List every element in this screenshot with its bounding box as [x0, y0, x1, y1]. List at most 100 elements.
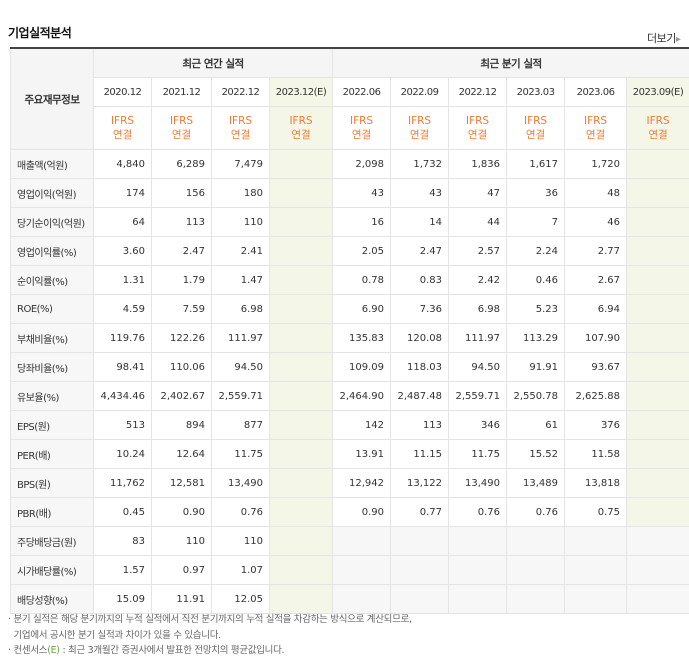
annual-value-cell: 2,559.71	[211, 381, 270, 411]
accounting-standard-header: IFRS 연결	[448, 106, 508, 150]
quarter-value-cell: 2.67	[564, 265, 628, 295]
quarter-value-cell	[332, 584, 392, 614]
annual-value-cell: 7.59	[151, 294, 212, 324]
quarter-value-cell: 14	[390, 207, 450, 237]
quarter-value-cell: 113.29	[506, 323, 566, 353]
quarter-value-cell: 94.50	[448, 352, 508, 382]
row-label: ROE(%)	[10, 294, 94, 324]
ifrs-label: IFRS	[228, 115, 253, 127]
quarter-value-cell	[506, 526, 566, 556]
quarter-value-cell: 36	[506, 178, 566, 208]
annual-value-cell: 94.50	[211, 352, 270, 382]
quarter-value-cell	[626, 149, 689, 179]
consolidated-label: 연결	[585, 129, 606, 141]
annual-value-cell: 12.05	[211, 584, 270, 614]
ifrs-label: IFRS	[407, 115, 432, 127]
annual-value-cell	[268, 584, 334, 614]
accounting-standard-header: IFRS 연결	[93, 106, 152, 150]
quarter-value-cell: 376	[564, 410, 628, 440]
annual-value-cell: 2,402.67	[151, 381, 212, 411]
consolidated-label: 연결	[351, 129, 372, 141]
consolidated-label: 연결	[171, 129, 192, 141]
row-label: 당기순이익(억원)	[10, 207, 94, 237]
annual-value-cell: 98.41	[93, 352, 152, 382]
table-row: ROE(%) 4.59 7.59 6.98 6.90 7.36 6.98 5.23 6.94	[10, 294, 689, 324]
annual-value-cell: 110	[211, 207, 270, 237]
quarter-value-cell: 61	[506, 410, 566, 440]
quarter-value-cell: 109.09	[332, 352, 392, 382]
row-label: 순이익률(%)	[10, 265, 94, 295]
annual-value-cell: 4,840	[93, 149, 152, 179]
period-header: 2022.12	[211, 77, 270, 107]
annual-value-cell: 0.90	[151, 497, 212, 527]
quarter-value-cell	[626, 526, 689, 556]
quarter-value-cell: 1,732	[390, 149, 450, 179]
quarter-value-cell: 111.97	[448, 323, 508, 353]
annual-value-cell	[268, 178, 334, 208]
note-line: · 분기 실적은 해당 분기까지의 누적 실적에서 직전 분기까지의 누적 실적…	[8, 614, 412, 625]
annual-value-cell: 11.91	[151, 584, 212, 614]
quarter-value-cell: 13,122	[390, 468, 450, 498]
quarter-value-cell	[448, 584, 508, 614]
quarter-value-cell: 11.75	[448, 439, 508, 469]
quarter-value-cell: 48	[564, 178, 628, 208]
annual-value-cell: 110.06	[151, 352, 212, 382]
annual-value-cell: 113	[151, 207, 212, 237]
quarter-value-cell	[626, 410, 689, 440]
annual-value-cell: 110	[211, 526, 270, 556]
quarter-value-cell	[448, 555, 508, 585]
quarter-value-cell	[626, 381, 689, 411]
quarter-value-cell: 0.76	[448, 497, 508, 527]
annual-value-cell: 11,762	[93, 468, 152, 498]
quarter-value-cell: 346	[448, 410, 508, 440]
quarter-value-cell: 2,464.90	[332, 381, 392, 411]
quarter-value-cell	[564, 555, 628, 585]
table-row: 영업이익률(%) 3.60 2.47 2.41 2.05 2.47 2.57 2.24 2.77	[10, 236, 689, 266]
more-label: 더보기	[647, 32, 676, 45]
table-row: 유보율(%) 4,434.46 2,402.67 2,559.71 2,464.90 2,…	[10, 381, 689, 411]
quarter-value-cell: 1,720	[564, 149, 628, 179]
table-row: 당기순이익(억원) 64 113 110 16 14 44 7 46	[10, 207, 689, 237]
quarter-value-cell: 0.83	[390, 265, 450, 295]
quarter-value-cell	[390, 526, 450, 556]
quarter-value-cell: 13,490	[448, 468, 508, 498]
annual-value-cell: 156	[151, 178, 212, 208]
annual-value-cell	[268, 439, 334, 469]
quarter-value-cell: 7.36	[390, 294, 450, 324]
annual-value-cell: 0.97	[151, 555, 212, 585]
more-link[interactable]: 더보기▸	[647, 30, 681, 46]
consolidated-label: 연결	[648, 129, 668, 141]
annual-value-cell	[268, 555, 334, 585]
table-row: 영업이익(억원) 174 156 180 43 43 47 36 48	[10, 178, 689, 208]
consolidated-label: 연결	[291, 129, 311, 141]
quarter-value-cell	[626, 294, 689, 324]
period-header: 2023.03	[506, 77, 566, 107]
annual-value-cell: 11.75	[211, 439, 270, 469]
quarter-value-cell: 6.94	[564, 294, 628, 324]
quarter-value-cell: 13.91	[332, 439, 392, 469]
quarter-value-cell: 13,489	[506, 468, 566, 498]
quarter-value-cell	[506, 584, 566, 614]
period-header: 2022.06	[332, 77, 392, 107]
row-label: 부채비율(%)	[10, 323, 94, 353]
quarter-value-cell	[626, 236, 689, 266]
annual-value-cell: 15.09	[93, 584, 152, 614]
annual-value-cell: 110	[151, 526, 212, 556]
table-row: EPS(원) 513 894 877 142 113 346 61 376	[10, 410, 689, 440]
quarter-value-cell	[626, 207, 689, 237]
quarter-value-cell: 44	[448, 207, 508, 237]
consensus-desc: : 최근 3개월간 증권사에서 발표한 전망치의 평균값입니다.	[59, 645, 285, 656]
accounting-standard-header: IFRS 연결	[332, 106, 392, 150]
annual-value-cell	[268, 207, 334, 237]
table-row: 순이익률(%) 1.31 1.79 1.47 0.78 0.83 2.42 0.46 2.67	[10, 265, 689, 295]
period-header: 2023.12(E)	[268, 77, 334, 107]
table-row: 매출액(억원) 4,840 6,289 7,479 2,098 1,732 1,836 1,6…	[10, 149, 689, 179]
row-label: 매출액(억원)	[10, 149, 94, 179]
quarter-value-cell: 135.83	[332, 323, 392, 353]
accounting-standard-header: IFRS 연결	[151, 106, 212, 150]
table-row: 부채비율(%) 119.76 122.26 111.97 135.83 120.08 111…	[10, 323, 689, 353]
row-label: 영업이익(억원)	[10, 178, 94, 208]
row-label: 주당배당금(원)	[10, 526, 94, 556]
annual-value-cell: 513	[93, 410, 152, 440]
quarter-value-cell: 93.67	[564, 352, 628, 382]
